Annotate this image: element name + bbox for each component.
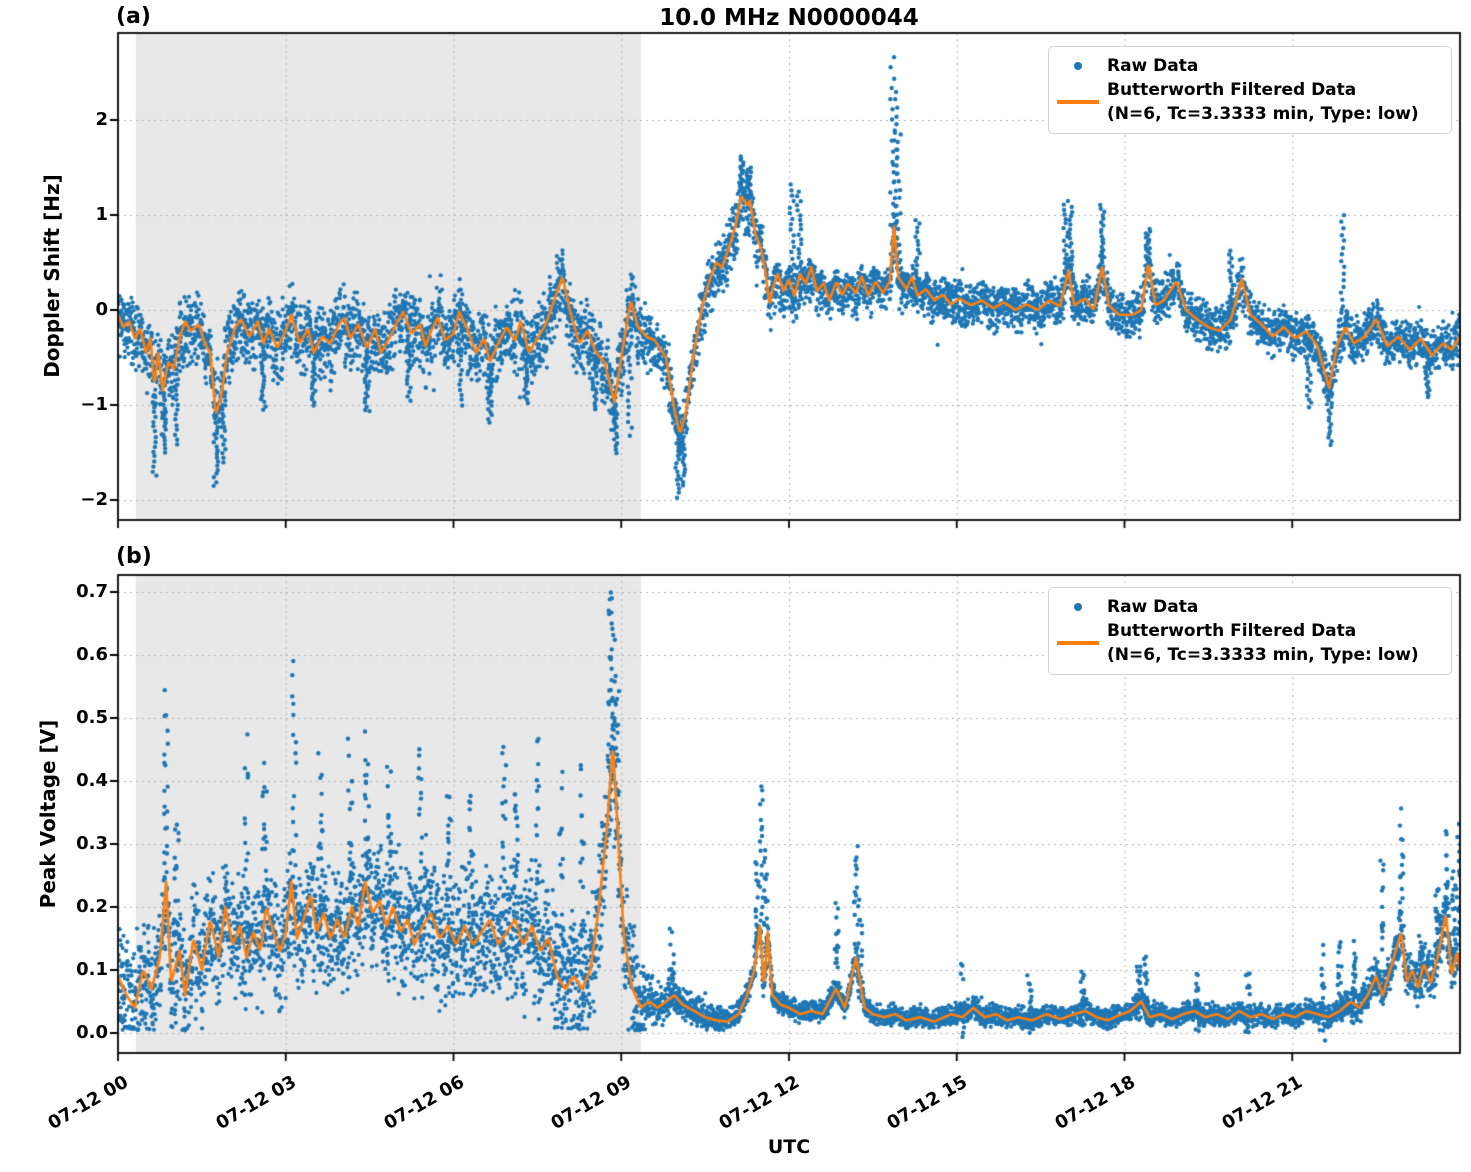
legend-label-raw: Raw Data (1107, 56, 1199, 76)
y-tick-label-panel-a: −1 (80, 394, 108, 415)
legend-label-filtered: Butterworth Filtered Data (1107, 80, 1357, 100)
y-tick-label-panel-b: 0.4 (76, 770, 108, 791)
figure-title: 10.0 MHz N0000044 (659, 5, 919, 31)
y-tick-label-panel-a: −2 (80, 489, 108, 510)
y-tick-label-panel-b: 0.7 (76, 581, 108, 602)
y-tick-label-panel-a: 1 (95, 204, 108, 225)
legend-label-filtered-params: (N=6, Tc=3.3333 min, Type: low) (1107, 645, 1419, 665)
raw-data-dot-icon (1049, 603, 1107, 611)
x-axis-label: UTC (767, 1136, 811, 1158)
filtered-line-icon (1049, 641, 1107, 645)
y-tick-label-panel-a: 2 (95, 109, 108, 130)
y-axis-label-voltage: Peak Voltage [V] (36, 719, 60, 909)
y-tick-label-panel-b: 0.6 (76, 644, 108, 665)
y-tick-label-panel-b: 0.1 (76, 959, 108, 980)
panel-a-label: (a) (116, 4, 151, 29)
y-tick-label-panel-b: 0.2 (76, 896, 108, 917)
legend-row-raw: Raw Data (1049, 54, 1443, 78)
legend-label-filtered-params: (N=6, Tc=3.3333 min, Type: low) (1107, 104, 1419, 124)
legend-label-filtered: Butterworth Filtered Data (1107, 621, 1357, 641)
y-tick-label-panel-b: 0.5 (76, 707, 108, 728)
legend-panel-a: Raw Data Butterworth Filtered Data (N=6,… (1048, 46, 1452, 134)
legend-row-filtered: Butterworth Filtered Data (N=6, Tc=3.333… (1049, 78, 1443, 126)
y-tick-label-panel-b: 0.0 (76, 1022, 108, 1043)
raw-data-dot-icon (1049, 62, 1107, 70)
panel-b-label: (b) (116, 544, 152, 569)
legend-label-raw: Raw Data (1107, 597, 1199, 617)
filtered-line-icon (1049, 100, 1107, 104)
y-tick-label-panel-b: 0.3 (76, 833, 108, 854)
y-tick-label-panel-a: 0 (95, 299, 108, 320)
legend-row-filtered: Butterworth Filtered Data (N=6, Tc=3.333… (1049, 619, 1443, 667)
legend-row-raw: Raw Data (1049, 595, 1443, 619)
legend-panel-b: Raw Data Butterworth Filtered Data (N=6,… (1048, 587, 1452, 675)
